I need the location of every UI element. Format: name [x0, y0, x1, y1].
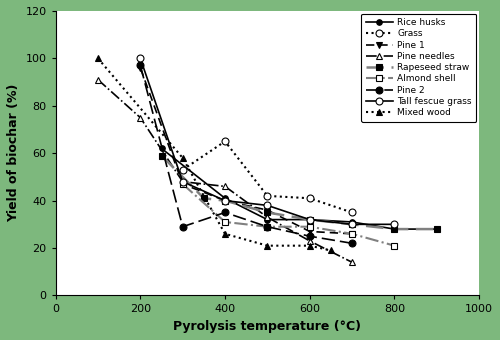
- Almond shell: [222, 220, 228, 224]
- Pine needles: [264, 215, 270, 219]
- Pine 1: [138, 66, 143, 70]
- Rice husks: [264, 218, 270, 222]
- Pine 2: [138, 64, 143, 68]
- Pine 2: [180, 225, 186, 229]
- Pine 1: [222, 199, 228, 203]
- Line: Mixed wood: Mixed wood: [94, 55, 334, 254]
- Grass: [264, 194, 270, 198]
- Rice husks: [306, 218, 312, 222]
- Rapeseed straw: [306, 218, 312, 222]
- Pine 2: [264, 225, 270, 229]
- Rapeseed straw: [392, 227, 398, 231]
- Pine 1: [349, 232, 355, 236]
- Rapeseed straw: [201, 196, 207, 200]
- Mixed wood: [95, 56, 101, 61]
- Mixed wood: [306, 244, 312, 248]
- X-axis label: Pyrolysis temperature (°C): Pyrolysis temperature (°C): [174, 320, 362, 333]
- Tall fescue grass: [138, 56, 143, 61]
- Almond shell: [264, 225, 270, 229]
- Tall fescue grass: [264, 203, 270, 207]
- Line: Almond shell: Almond shell: [179, 181, 398, 249]
- Line: Rice husks: Rice husks: [158, 146, 440, 232]
- Mixed wood: [222, 232, 228, 236]
- Rice husks: [158, 147, 164, 151]
- Rice husks: [349, 220, 355, 224]
- Pine 2: [349, 241, 355, 245]
- Rapeseed straw: [222, 199, 228, 203]
- Pine needles: [306, 239, 312, 243]
- Pine needles: [180, 180, 186, 184]
- Tall fescue grass: [349, 222, 355, 226]
- Pine needles: [349, 260, 355, 264]
- Line: Grass: Grass: [179, 138, 356, 216]
- Pine 2: [306, 234, 312, 238]
- Pine 1: [180, 182, 186, 186]
- Rapeseed straw: [264, 210, 270, 215]
- Legend: Rice husks, Grass, Pine 1, Pine needles, Rapeseed straw, Almond shell, Pine 2, T: Rice husks, Grass, Pine 1, Pine needles,…: [361, 14, 476, 122]
- Line: Pine needles: Pine needles: [94, 76, 356, 266]
- Pine needles: [95, 78, 101, 82]
- Line: Rapeseed straw: Rapeseed straw: [158, 152, 440, 233]
- Pine needles: [222, 184, 228, 188]
- Grass: [222, 139, 228, 143]
- Pine needles: [138, 116, 143, 120]
- Mixed wood: [264, 244, 270, 248]
- Tall fescue grass: [306, 218, 312, 222]
- Mixed wood: [180, 156, 186, 160]
- Tall fescue grass: [180, 180, 186, 184]
- Line: Pine 2: Pine 2: [137, 62, 356, 247]
- Rice husks: [392, 227, 398, 231]
- Tall fescue grass: [222, 199, 228, 203]
- Rice husks: [222, 196, 228, 200]
- Rice husks: [434, 227, 440, 231]
- Line: Pine 1: Pine 1: [137, 64, 356, 237]
- Grass: [349, 210, 355, 215]
- Mixed wood: [328, 249, 334, 253]
- Almond shell: [349, 232, 355, 236]
- Pine 1: [264, 208, 270, 212]
- Tall fescue grass: [392, 222, 398, 226]
- Almond shell: [306, 225, 312, 229]
- Grass: [306, 196, 312, 200]
- Pine 1: [306, 230, 312, 234]
- Y-axis label: Yield of biochar (%): Yield of biochar (%): [7, 84, 20, 222]
- Pine 2: [222, 210, 228, 215]
- Rapeseed straw: [434, 227, 440, 231]
- Rapeseed straw: [158, 154, 164, 158]
- Grass: [180, 168, 186, 172]
- Line: Tall fescue grass: Tall fescue grass: [137, 55, 398, 228]
- Almond shell: [180, 182, 186, 186]
- Rapeseed straw: [349, 222, 355, 226]
- Almond shell: [392, 244, 398, 248]
